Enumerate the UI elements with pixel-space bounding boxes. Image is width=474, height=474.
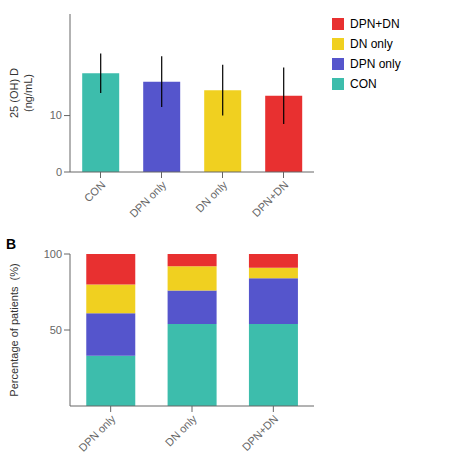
html-text:DN only: DN only [350,37,393,51]
html-text:DPN only: DPN only [350,57,401,71]
svg-text:DPN only: DPN only [127,178,169,220]
svg-text:0: 0 [56,166,62,178]
svg-text:DPN only: DPN only [76,412,118,454]
svg-text:CON: CON [82,178,108,204]
svg-text:10: 10 [50,109,62,121]
svg-text:25 (OH) D(ng/mL): 25 (OH) D(ng/mL) [8,68,33,118]
svg-text:DN only: DN only [193,178,230,215]
svg-text:50: 50 [50,324,62,336]
svg-text:DPN+DN: DPN+DN [250,178,291,219]
svg-text:DN only: DN only [163,412,200,449]
svg-text:DPN+DN: DPN+DN [240,412,281,453]
html-text:DPN+DN: DPN+DN [350,17,400,31]
html-text:B: B [6,236,17,252]
svg-text:Percentage of patients (%): Percentage of patients (%) [8,263,20,396]
svg-text:100: 100 [44,248,62,260]
html-text:CON: CON [350,77,377,91]
